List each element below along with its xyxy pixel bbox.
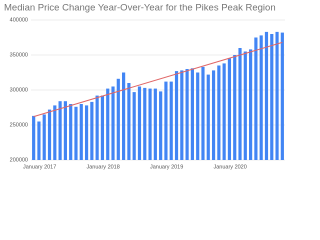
bar	[249, 49, 253, 160]
bar	[206, 74, 210, 160]
bar	[169, 81, 173, 160]
bar	[127, 83, 131, 160]
bar	[111, 86, 115, 160]
bar	[254, 37, 258, 160]
bar	[259, 35, 263, 160]
bar	[174, 71, 179, 160]
bar	[95, 95, 99, 160]
y-tick-label: 250000	[10, 122, 28, 128]
bar	[106, 88, 110, 160]
bar	[90, 101, 94, 160]
bar	[148, 88, 152, 160]
bar	[270, 34, 274, 160]
bar	[137, 86, 142, 160]
bar	[143, 87, 147, 160]
y-tick-label: 350000	[10, 52, 28, 58]
bar	[238, 48, 242, 160]
bar	[217, 65, 221, 160]
y-tick-label: 400000	[10, 17, 28, 23]
bar	[74, 106, 78, 160]
trend-line	[33, 41, 283, 118]
y-tick-label: 200000	[10, 157, 28, 163]
bar	[53, 105, 57, 160]
bar	[275, 31, 279, 161]
bar	[42, 114, 46, 160]
bar	[84, 105, 89, 160]
bar	[211, 70, 216, 160]
bar	[116, 78, 120, 160]
bar	[69, 104, 73, 160]
bar	[37, 121, 41, 160]
bar	[201, 66, 205, 160]
x-tick-label: January 2020	[213, 164, 246, 170]
bar	[47, 109, 52, 160]
bar	[222, 63, 226, 160]
bar	[280, 32, 284, 160]
bar	[264, 31, 269, 161]
x-tick-label: January 2018	[86, 164, 119, 170]
x-tick-label: January 2019	[150, 164, 183, 170]
bar	[32, 115, 36, 160]
bar	[58, 101, 62, 160]
bar	[79, 104, 83, 160]
bar	[159, 91, 163, 160]
chart: Median Price Change Year-Over-Year for t…	[4, 3, 285, 170]
bar	[243, 51, 247, 160]
bar	[196, 72, 200, 160]
bar	[63, 101, 67, 160]
bar	[132, 92, 136, 160]
bar	[164, 81, 168, 160]
y-tick-label: 300000	[10, 87, 28, 93]
bar	[180, 70, 184, 160]
bar	[100, 95, 105, 160]
bar	[185, 69, 189, 160]
chart-title: Median Price Change Year-Over-Year for t…	[4, 3, 276, 14]
x-tick-label: January 2017	[23, 164, 56, 170]
bar	[190, 68, 194, 160]
bar	[233, 55, 237, 160]
bar	[153, 88, 157, 160]
bar	[122, 72, 126, 160]
bar	[227, 58, 232, 160]
